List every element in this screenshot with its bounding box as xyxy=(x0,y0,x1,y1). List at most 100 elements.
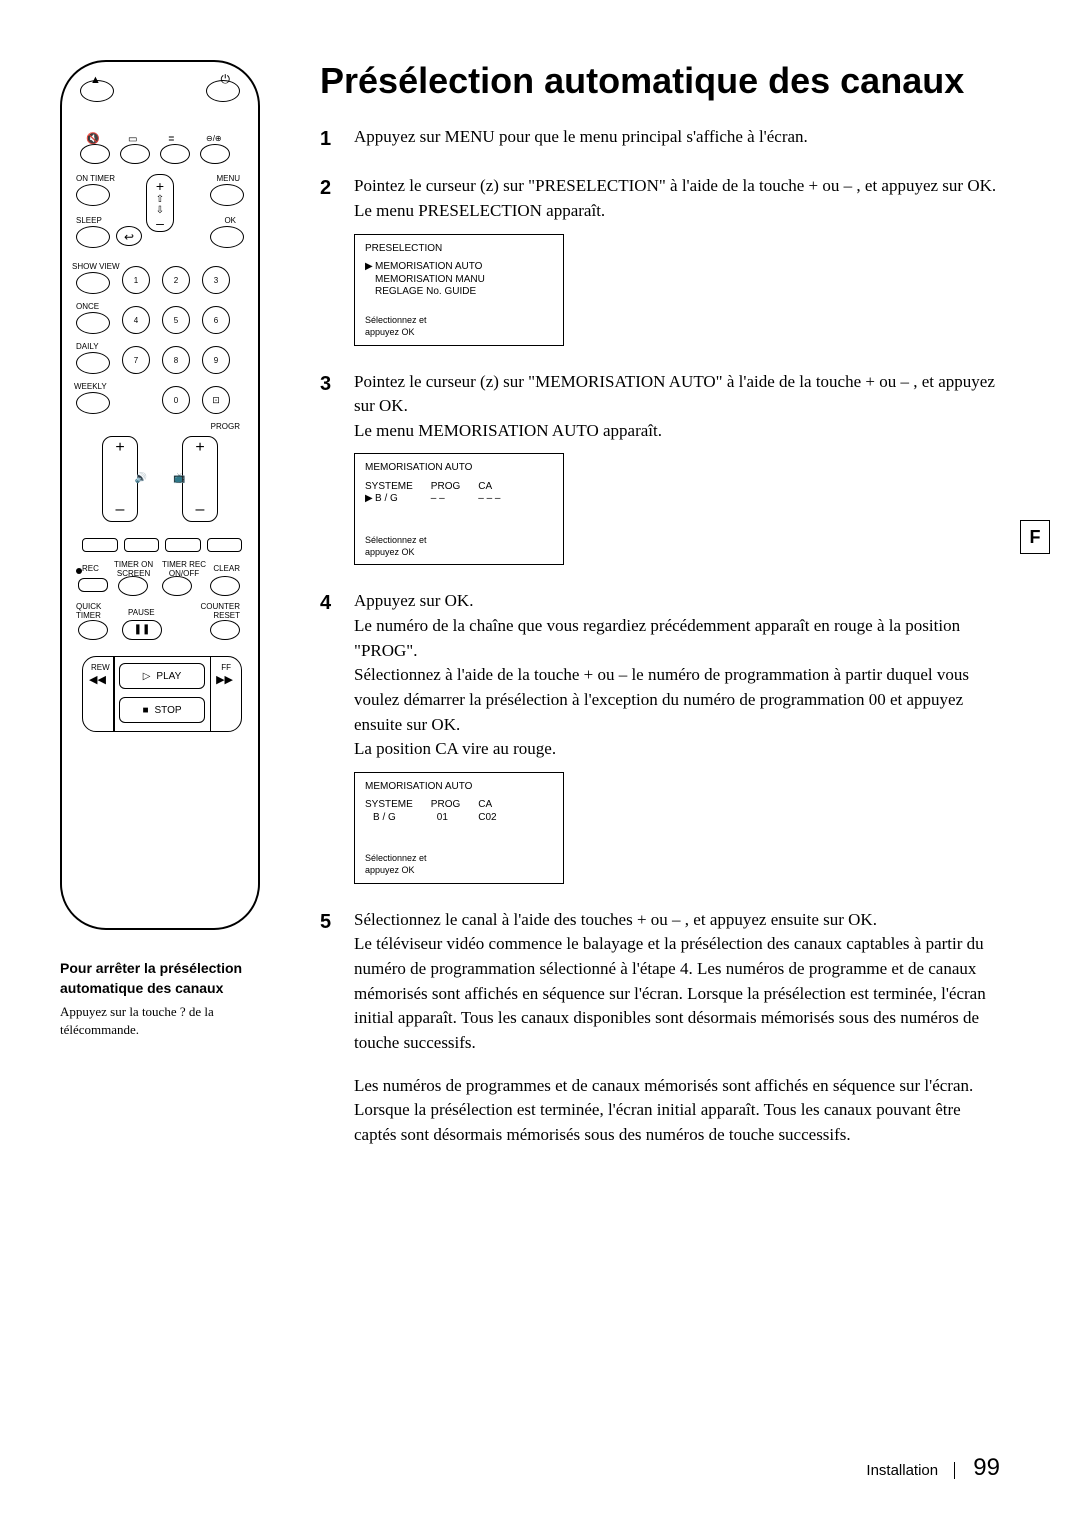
step-3: 3 Pointez le curseur (z) sur "MEMORISATI… xyxy=(320,370,1000,570)
footer-section: Installation xyxy=(866,1462,938,1479)
step-3-line1: Pointez le curseur (z) sur "MEMORISATION… xyxy=(354,370,1000,419)
step-4-line4: La position CA vire au rouge. xyxy=(354,737,1000,762)
timer-rec-button xyxy=(162,576,192,596)
rec-label: REC xyxy=(82,564,99,573)
osd-col-h: CA xyxy=(478,481,500,494)
text-icon: ≣ xyxy=(168,134,175,143)
osd-footer: Sélectionnez et xyxy=(365,535,427,545)
progr-rocker: + 📺 – xyxy=(182,436,218,522)
rec-button xyxy=(78,578,108,592)
osd-memorisation-2: MEMORISATION AUTO SYSTEMEB / G PROG01 CA… xyxy=(354,772,564,884)
cursor-icon: ▶ xyxy=(365,261,373,274)
num-0: 0 xyxy=(162,386,190,414)
page-title: Présélection automatique des canaux xyxy=(320,60,1000,101)
osd-preselection: PRESELECTION ▶MEMORISATION AUTO MEMORISA… xyxy=(354,234,564,346)
num-3: 3 xyxy=(202,266,230,294)
back-button xyxy=(116,226,142,246)
play-label: PLAY xyxy=(156,671,181,682)
nav-plus: + xyxy=(147,179,173,194)
menu-label: MENU xyxy=(216,174,240,183)
sidebar-note-body: Appuyez sur la touche ? de la télécomman… xyxy=(60,1003,280,1041)
ok-label: OK xyxy=(224,216,236,225)
step-4: 4 Appuyez sur OK. Le numéro de la chaîne… xyxy=(320,589,1000,887)
main-content: Présélection automatique des canaux 1 Ap… xyxy=(320,60,1000,1167)
osd-footer: appuyez OK xyxy=(365,547,415,557)
sleep-button xyxy=(76,226,110,248)
osd-memorisation-1: MEMORISATION AUTO SYSTEME▶B / G PROG– – … xyxy=(354,453,564,565)
num-4: 4 xyxy=(122,306,150,334)
quick-timer-button xyxy=(78,620,108,640)
progr-label: PROGR xyxy=(211,422,240,431)
osd-footer: appuyez OK xyxy=(365,865,415,875)
color-buttons xyxy=(82,538,242,554)
transport-area: REW ◀◀ ▶▶ FF ▷ PLAY ■ STOP xyxy=(82,656,242,732)
footer-page-number: 99 xyxy=(973,1454,1000,1481)
osd-val: – – – xyxy=(478,493,500,506)
osd-col-h: PROG xyxy=(431,481,460,494)
osd-title: MEMORISATION AUTO xyxy=(365,462,553,475)
eject-icon: ▲ xyxy=(90,74,101,86)
on-timer-button xyxy=(76,184,110,206)
step-4-line2: Le numéro de la chaîne que vous regardie… xyxy=(354,614,1000,663)
timer-on-screen-button xyxy=(118,576,148,596)
remote-control-diagram: ▲ ⏻ 🔇 ▭ ≣ ⊖/⊕ ON TIMER MENU + ⇧ ⇩ – xyxy=(60,60,260,930)
step-5: 5 Sélectionnez le canal à l'aide des tou… xyxy=(320,908,1000,1148)
daily-label: DAILY xyxy=(76,342,99,351)
step-3-num: 3 xyxy=(320,370,340,570)
num-6: 6 xyxy=(202,306,230,334)
display-button xyxy=(120,144,150,164)
osd-val: C02 xyxy=(478,812,496,825)
timer-rec-onoff-label: TIMER REC ON/OFF xyxy=(162,560,206,578)
osd-item: MEMORISATION MANU xyxy=(375,274,485,287)
page-footer: Installation 99 xyxy=(866,1454,1000,1482)
step-3-line2: Le menu MEMORISATION AUTO apparaît. xyxy=(354,419,1000,444)
nav-minus: – xyxy=(147,216,173,231)
osd-col-h: PROG xyxy=(431,799,460,812)
ok-button xyxy=(210,226,244,248)
num-9: 9 xyxy=(202,346,230,374)
osd-item: MEMORISATION AUTO xyxy=(375,261,482,274)
step-1-num: 1 xyxy=(320,125,340,154)
text-button xyxy=(160,144,190,164)
counter-reset-label: COUNTER RESET xyxy=(200,602,240,620)
step-5-line3: Les numéros de programmes et de canaux m… xyxy=(354,1074,1000,1148)
osd-title: PRESELECTION xyxy=(365,243,553,256)
num-8: 8 xyxy=(162,346,190,374)
play-button: ▷ PLAY xyxy=(119,663,205,689)
osd-col-h: SYSTEME xyxy=(365,799,413,812)
osd-val: – – xyxy=(431,493,460,506)
once-label: ONCE xyxy=(76,302,99,311)
input-icon: ⊖/⊕ xyxy=(206,134,222,143)
rec-dot-icon xyxy=(76,568,82,574)
ff-icon: ▶▶ xyxy=(216,673,233,686)
num-2: 2 xyxy=(162,266,190,294)
step-5-line1: Sélectionnez le canal à l'aide des touch… xyxy=(354,908,1000,933)
osd-val: 01 xyxy=(431,812,460,825)
num-1: 1 xyxy=(122,266,150,294)
pause-button: ❚❚ xyxy=(122,620,162,640)
step-2-num: 2 xyxy=(320,174,340,349)
pause-label: PAUSE xyxy=(128,608,155,617)
show-view-button xyxy=(76,272,110,294)
osd-item: REGLAGE No. GUIDE xyxy=(375,286,476,299)
show-view-label: SHOW VIEW xyxy=(72,262,120,271)
sleep-label: SLEEP xyxy=(76,216,102,225)
volume-rocker: + 🔊 – xyxy=(102,436,138,522)
step-2-line2: Le menu PRESELECTION apparaît. xyxy=(354,199,1000,224)
cursor-icon: ▶ xyxy=(365,493,373,506)
input-button xyxy=(200,144,230,164)
sidebar-note-title: Pour arrêter la présélection automatique… xyxy=(60,958,280,999)
clear-label: CLEAR xyxy=(213,564,240,573)
rew-icon: ◀◀ xyxy=(89,673,106,686)
num-7: 7 xyxy=(122,346,150,374)
language-tab: F xyxy=(1020,520,1050,554)
ff-label: FF xyxy=(221,663,231,672)
daily-button xyxy=(76,352,110,374)
step-4-num: 4 xyxy=(320,589,340,887)
weekly-label: WEEKLY xyxy=(74,382,107,391)
osd-footer: appuyez OK xyxy=(365,327,415,337)
step-4-line3: Sélectionnez à l'aide de la touche + ou … xyxy=(354,663,1000,737)
osd-val: B / G xyxy=(375,493,398,506)
num-5: 5 xyxy=(162,306,190,334)
osd-footer: Sélectionnez et xyxy=(365,853,427,863)
